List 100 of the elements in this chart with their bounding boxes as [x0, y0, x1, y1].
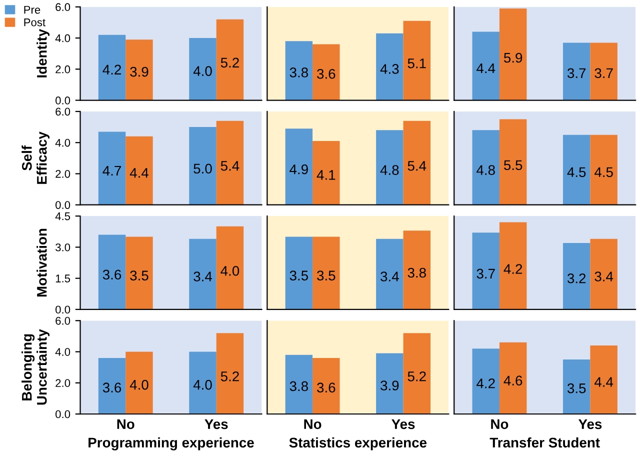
y-tick-label: 6.0 [56, 108, 70, 116]
data-label: 4.0 [130, 380, 148, 390]
bar [216, 120, 244, 205]
bar [376, 130, 404, 205]
data-label: 4.2 [476, 378, 495, 388]
y-axis-title: Self Efficacy [22, 132, 50, 184]
bar [403, 333, 431, 414]
data-label: 3.7 [567, 68, 586, 78]
data-label: 3.5 [130, 270, 148, 280]
y-tick-label: 1.5 [56, 274, 70, 282]
bar [98, 234, 126, 310]
y-tick-label: 2.0 [56, 170, 70, 178]
y-tick-label: 2.0 [56, 379, 70, 388]
data-label: 5.4 [220, 161, 240, 171]
data-label: 3.2 [567, 273, 586, 284]
y-axis-title: Motivation [36, 228, 47, 297]
bar [312, 44, 340, 100]
bar [126, 40, 153, 100]
bar [126, 236, 153, 310]
bar [472, 232, 500, 310]
bar [189, 352, 216, 414]
data-label: 4.4 [130, 168, 148, 178]
data-label: 3.7 [476, 268, 495, 279]
data-label: 3.5 [317, 270, 336, 280]
bar [216, 19, 244, 100]
bar [189, 127, 216, 205]
data-label: 4.4 [594, 377, 614, 387]
data-label: 4.5 [567, 167, 586, 178]
x-tick-label: No [491, 419, 508, 430]
y-axis-title: Belonging Uncertainty [22, 329, 50, 405]
data-label: 5.5 [504, 160, 522, 170]
data-label: 4.8 [476, 165, 495, 175]
bar [472, 348, 500, 414]
data-label: 5.2 [220, 371, 239, 382]
data-label: 4.8 [380, 165, 399, 175]
x-tick-label: No [304, 419, 322, 430]
bar [98, 358, 126, 414]
bar [285, 41, 313, 100]
bar [562, 243, 590, 310]
bar [499, 342, 527, 414]
y-tick-label: 0.0 [56, 96, 70, 104]
data-label: 5.9 [504, 52, 522, 63]
data-label: 3.5 [290, 270, 308, 280]
bar [216, 333, 244, 414]
data-label: 4.6 [504, 376, 522, 386]
bar [189, 238, 216, 310]
y-tick-label: 6.0 [56, 316, 70, 325]
data-label: 4.1 [316, 170, 336, 180]
bar [285, 128, 313, 205]
x-axis-title: Transfer Student [490, 437, 600, 448]
bar [403, 20, 431, 100]
data-label: 3.6 [102, 270, 122, 280]
data-label: 3.8 [408, 268, 426, 278]
data-label: 4.2 [504, 264, 522, 274]
data-label: 3.4 [194, 272, 212, 282]
x-tick-label: Yes [392, 419, 415, 430]
y-tick-label: 4.5 [55, 212, 70, 220]
bar [285, 354, 313, 414]
y-tick-label: 0.0 [56, 201, 70, 209]
data-label: 4.0 [193, 66, 212, 76]
legend-label: Post [24, 18, 46, 26]
data-label: 4.0 [193, 380, 212, 390]
data-label: 5.2 [220, 58, 239, 68]
data-label: 4.0 [220, 266, 240, 276]
data-label: 3.4 [594, 272, 614, 282]
data-label: 3.9 [130, 66, 148, 77]
data-label: 3.7 [594, 68, 613, 78]
data-label: 3.6 [317, 382, 336, 393]
bar [98, 34, 126, 100]
bar [499, 222, 527, 310]
y-tick-label: 6.0 [56, 3, 70, 12]
data-label: 5.0 [194, 164, 212, 174]
data-label: 4.4 [476, 63, 496, 74]
data-label: 4.5 [594, 167, 613, 178]
bar [126, 352, 153, 414]
data-label: 3.8 [290, 68, 308, 78]
bar [312, 358, 340, 414]
data-label: 4.3 [380, 64, 399, 74]
data-label: 3.8 [290, 381, 308, 392]
x-axis-title: Statistics experience [289, 437, 427, 450]
y-tick-label: 0.0 [56, 306, 70, 314]
data-label: 4.7 [102, 166, 121, 176]
y-tick-label: 0.0 [56, 410, 70, 418]
legend-label: Pre [24, 6, 40, 14]
data-label: 5.1 [408, 58, 426, 68]
data-label: 5.2 [408, 371, 426, 382]
data-label: 3.5 [567, 383, 586, 394]
x-tick-label: No [117, 419, 134, 430]
y-tick-label: 2.0 [56, 65, 70, 74]
bar [216, 226, 244, 310]
data-label: 3.9 [380, 380, 399, 390]
data-label: 4.2 [102, 64, 121, 74]
y-tick-label: 4.0 [55, 348, 70, 356]
data-label: 4.9 [290, 164, 308, 174]
data-label: 3.6 [317, 68, 336, 79]
bar [376, 353, 404, 414]
y-tick-label: 3.0 [56, 243, 70, 252]
bar [376, 33, 404, 100]
x-tick-label: Yes [578, 419, 602, 430]
bar [312, 141, 340, 205]
